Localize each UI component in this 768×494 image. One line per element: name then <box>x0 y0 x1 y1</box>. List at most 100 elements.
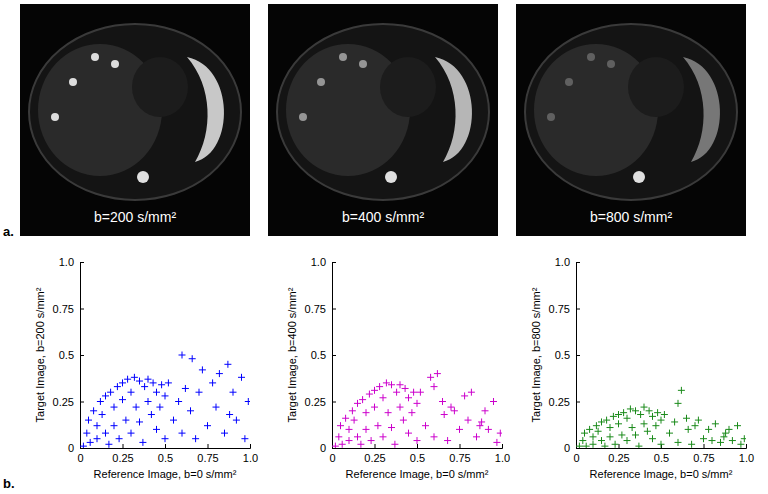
spine <box>633 171 645 183</box>
points <box>80 352 250 449</box>
point <box>192 435 199 442</box>
point <box>354 433 361 440</box>
x-axis: 00.250.50.751.0 <box>573 444 754 464</box>
tick-label: 0 <box>320 442 326 454</box>
point <box>357 441 364 448</box>
tick: 0 <box>320 442 336 454</box>
point <box>586 426 593 433</box>
point <box>627 405 634 412</box>
point <box>213 404 220 411</box>
tick: 0.25 <box>112 444 133 464</box>
point <box>156 404 163 411</box>
point <box>99 411 106 418</box>
point <box>363 426 370 433</box>
tick-mark <box>746 444 747 448</box>
point <box>451 407 458 414</box>
point <box>632 407 639 414</box>
figure: a.b.b=200 s/mm²b=400 s/mm²b=800 s/mm²00.… <box>0 0 768 494</box>
points <box>576 387 746 448</box>
point <box>145 376 152 383</box>
tick: 0.25 <box>549 396 580 408</box>
point <box>671 418 678 425</box>
tick-label: 0 <box>564 442 570 454</box>
tick-label: 0 <box>573 452 579 464</box>
point <box>388 381 395 388</box>
tick-mark <box>80 309 84 310</box>
point <box>607 433 614 440</box>
tick: 1.0 <box>495 444 510 464</box>
x-axis-title: Reference Image, b=0 s/mm² <box>346 468 489 480</box>
x-axis-title: Reference Image, b=0 s/mm² <box>94 468 237 480</box>
body-outline <box>525 24 737 200</box>
tick-mark <box>576 309 580 310</box>
point <box>717 439 724 446</box>
point <box>709 437 716 444</box>
point <box>441 411 448 418</box>
point <box>734 422 741 429</box>
point <box>405 430 412 437</box>
point <box>94 435 101 442</box>
point <box>90 407 97 414</box>
y-axis-title: Target Image, b=400 s/mm² <box>286 287 298 422</box>
image-background <box>516 4 746 236</box>
point <box>583 443 590 448</box>
point <box>122 417 129 424</box>
point <box>422 422 429 429</box>
stomach <box>628 57 684 117</box>
point <box>683 415 690 422</box>
point <box>102 430 109 437</box>
point <box>179 430 186 437</box>
tick: 0.25 <box>364 444 385 464</box>
point <box>465 417 472 424</box>
image-panel <box>20 4 250 236</box>
point <box>590 433 597 440</box>
point <box>366 391 373 398</box>
tick: 1.0 <box>243 444 258 464</box>
point <box>131 374 138 381</box>
tick-mark <box>704 444 705 448</box>
point <box>119 396 126 403</box>
point <box>598 437 605 444</box>
body-outline <box>277 24 489 200</box>
point <box>448 404 455 411</box>
point <box>615 420 622 427</box>
tick-label: 1.0 <box>495 452 510 464</box>
point <box>414 400 421 407</box>
tick-mark <box>502 444 503 448</box>
tick: 0 <box>564 442 580 454</box>
points <box>332 370 502 448</box>
tick: 0.75 <box>549 303 580 315</box>
tick-label: 0.25 <box>112 452 133 464</box>
tick-label: 0.5 <box>158 452 173 464</box>
point <box>189 355 196 362</box>
point <box>136 418 143 425</box>
image-panel <box>268 4 498 236</box>
tick-mark <box>332 309 336 310</box>
point <box>417 389 424 396</box>
point <box>468 389 475 396</box>
tick-mark <box>80 402 84 403</box>
tick: 0.5 <box>59 349 84 361</box>
lesion <box>299 113 307 121</box>
spine <box>137 171 149 183</box>
tick-label: 0.5 <box>410 452 425 464</box>
point <box>493 439 500 446</box>
point <box>233 417 240 424</box>
tick-label: 0.75 <box>549 303 570 315</box>
tick-label: 0 <box>68 442 74 454</box>
point <box>427 374 434 381</box>
tick-label: 1.0 <box>739 452 754 464</box>
point <box>226 411 233 418</box>
point <box>141 383 148 390</box>
point <box>148 411 155 418</box>
point <box>652 422 659 429</box>
body-outline <box>29 24 241 200</box>
point <box>85 417 92 424</box>
tick-mark <box>576 402 580 403</box>
tick-label: 0 <box>329 452 335 464</box>
x-axis: 00.250.50.751.0 <box>77 444 258 464</box>
point <box>339 441 346 448</box>
y-axis: 00.250.50.751.0 <box>305 256 336 454</box>
x-axis: 00.250.50.751.0 <box>329 444 510 464</box>
point <box>346 426 353 433</box>
